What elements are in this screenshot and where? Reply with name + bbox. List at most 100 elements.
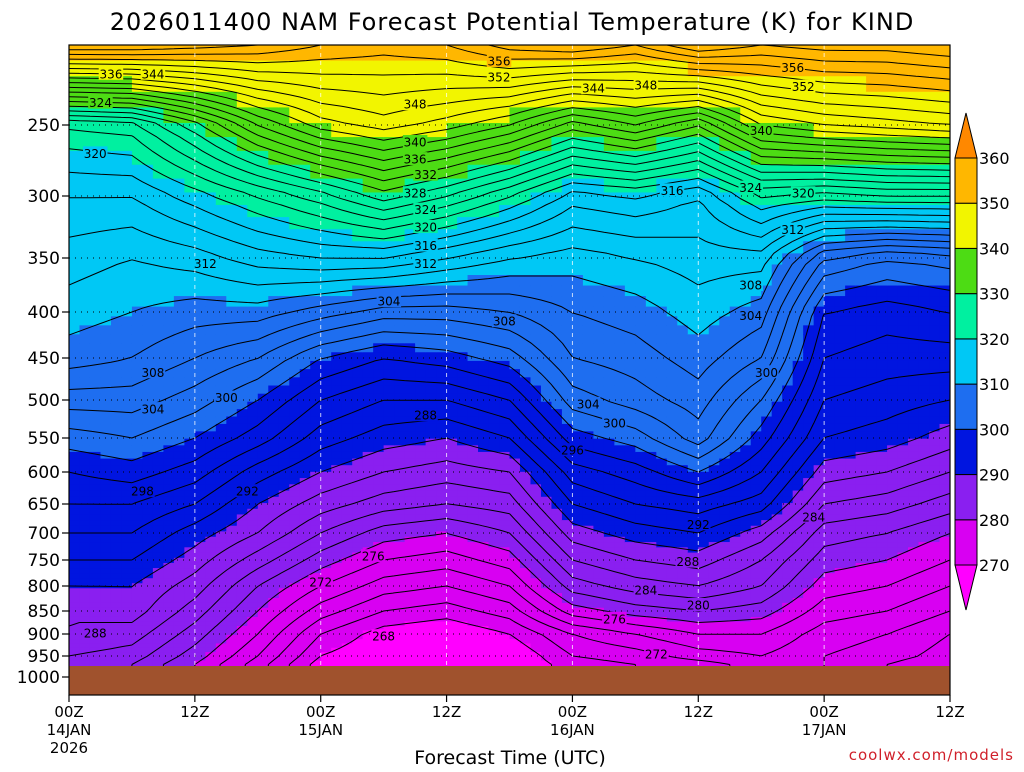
- theta-cell: [425, 334, 437, 344]
- theta-cell: [247, 583, 259, 589]
- theta-cell: [635, 241, 647, 254]
- theta-cell: [425, 451, 437, 460]
- theta-cell: [467, 264, 479, 276]
- theta-cell: [572, 490, 584, 498]
- theta-cell: [289, 192, 301, 206]
- theta-cell: [582, 377, 595, 387]
- theta-cell: [331, 660, 343, 666]
- theta-cell: [89, 547, 102, 554]
- theta-cell: [394, 656, 406, 662]
- theta-cell: [425, 401, 437, 410]
- theta-cell: [383, 204, 395, 218]
- theta-cell: [519, 625, 532, 632]
- theta-cell: [142, 316, 154, 326]
- theta-cell: [173, 306, 185, 317]
- theta-cell: [226, 607, 238, 614]
- theta-cell: [89, 478, 102, 485]
- theta-cell: [299, 547, 311, 554]
- theta-cell: [572, 229, 584, 242]
- theta-cell: [100, 401, 112, 410]
- theta-cell: [708, 438, 720, 446]
- theta-cell: [603, 496, 615, 504]
- theta-cell: [488, 377, 500, 387]
- theta-cell: [278, 639, 290, 645]
- theta-cell: [226, 660, 238, 666]
- theta-cell: [152, 296, 164, 308]
- theta-cell: [666, 192, 678, 206]
- theta-cell: [383, 107, 395, 124]
- theta-cell: [194, 241, 206, 254]
- theta-cell: [163, 547, 175, 554]
- theta-cell: [698, 416, 710, 425]
- theta-cell: [352, 393, 364, 403]
- theta-cell: [457, 178, 469, 194]
- theta-cell: [603, 588, 615, 594]
- theta-cell: [331, 503, 343, 510]
- theta-cell: [121, 525, 133, 532]
- theta-cell: [509, 458, 521, 466]
- theta-cell: [299, 164, 311, 180]
- theta-cell: [478, 385, 490, 395]
- theta-cell: [624, 334, 636, 344]
- theta-cell: [100, 107, 112, 124]
- theta-cell: [131, 204, 144, 218]
- theta-cell: [635, 150, 647, 166]
- theta-cell: [100, 578, 112, 584]
- theta-cell: [540, 306, 553, 317]
- theta-cell: [278, 634, 290, 640]
- theta-cell: [299, 568, 311, 574]
- theta-cell: [446, 520, 458, 527]
- theta-cell: [310, 76, 322, 93]
- theta-cell: [142, 514, 154, 521]
- theta-cell: [383, 264, 395, 276]
- theta-cell: [530, 514, 542, 521]
- theta-cell: [509, 451, 521, 460]
- theta-cell: [341, 593, 353, 599]
- theta-cell: [551, 593, 563, 599]
- theta-cell: [142, 660, 154, 666]
- theta-cell: [110, 652, 123, 657]
- theta-cell: [635, 264, 647, 276]
- theta-cell: [362, 204, 374, 218]
- theta-cell: [89, 557, 102, 564]
- theta-cell: [635, 393, 647, 403]
- theta-cell: [656, 496, 668, 504]
- theta-cell: [163, 360, 175, 370]
- theta-cell: [499, 343, 511, 353]
- theta-cell: [299, 377, 311, 387]
- theta-cell: [404, 431, 416, 440]
- theta-cell: [320, 76, 332, 93]
- theta-cell: [698, 107, 710, 124]
- theta-cell: [152, 520, 164, 527]
- theta-cell: [121, 178, 133, 194]
- theta-cell: [142, 503, 154, 510]
- theta-cell: [446, 352, 458, 362]
- theta-cell: [89, 578, 102, 584]
- theta-cell: [478, 285, 490, 297]
- theta-cell: [373, 536, 385, 543]
- theta-cell: [152, 334, 164, 344]
- theta-cell: [666, 334, 678, 344]
- theta-cell: [310, 625, 322, 632]
- theta-cell: [289, 107, 301, 124]
- theta-cell: [299, 542, 311, 548]
- theta-cell: [341, 503, 353, 510]
- theta-cell: [247, 360, 259, 370]
- theta-cell: [687, 508, 699, 516]
- theta-cell: [478, 652, 490, 657]
- theta-cell: [331, 621, 343, 627]
- theta-cell: [551, 607, 563, 614]
- theta-cell: [698, 352, 710, 362]
- theta-cell: [278, 306, 290, 317]
- theta-cell: [457, 588, 469, 594]
- theta-cell: [163, 660, 175, 666]
- theta-cell: [247, 137, 259, 152]
- theta-cell: [194, 656, 206, 662]
- theta-cell: [194, 621, 206, 627]
- theta-cell: [205, 602, 217, 609]
- theta-cell: [677, 334, 689, 344]
- theta-cell: [121, 107, 133, 124]
- theta-cell: [499, 647, 511, 653]
- theta-cell: [635, 531, 647, 538]
- theta-cell: [698, 253, 710, 266]
